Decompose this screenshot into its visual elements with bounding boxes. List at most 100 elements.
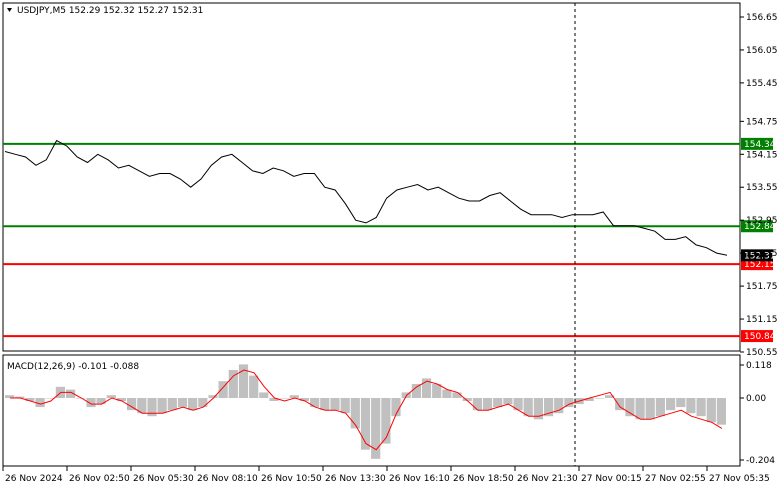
macd-bar <box>299 398 310 401</box>
macd-bar <box>177 398 188 408</box>
price-tick-label: 156.05 <box>746 46 778 56</box>
macd-tick-label: 0.118 <box>746 361 772 371</box>
macd-bar <box>645 398 655 420</box>
macd-title: MACD(12,26,9) -0.101 -0.088 <box>7 362 139 372</box>
macd-bar <box>86 398 96 408</box>
macd-bar <box>137 398 147 414</box>
macd-bar <box>310 398 320 408</box>
macd-tick-label: 0.00 <box>746 394 766 404</box>
macd-bar <box>249 375 259 398</box>
macd-bar <box>259 392 269 398</box>
macd-bar <box>625 398 635 417</box>
macd-bar <box>106 395 116 398</box>
current-price-tag <box>741 249 773 262</box>
macd-bar <box>432 384 442 398</box>
level-price-label: 150.84 <box>744 332 776 342</box>
macd-bar <box>554 398 564 414</box>
macd-bar <box>157 398 167 414</box>
macd-bar <box>544 398 554 417</box>
price-tick-label: 152.35 <box>746 249 778 259</box>
macd-bar <box>218 381 228 398</box>
time-tick-label: 26 Nov 05:30 <box>133 474 194 484</box>
macd-bar <box>411 384 421 398</box>
macd-bar <box>605 395 615 398</box>
macd-bar <box>208 395 218 398</box>
macd-tick-label: -0.204 <box>746 456 775 466</box>
level-price-tag <box>741 220 773 233</box>
macd-bar <box>228 370 238 398</box>
macd-bar <box>615 398 625 411</box>
time-tick-label: 27 Nov 05:35 <box>709 474 770 484</box>
macd-bar <box>666 398 676 411</box>
macd-bar <box>391 398 401 417</box>
macd-bar <box>584 398 594 401</box>
chevron-down-icon[interactable] <box>7 8 12 12</box>
level-price-tag <box>741 330 773 343</box>
macd-bar <box>289 395 299 398</box>
macd-bar <box>533 398 543 420</box>
macd-bar <box>340 398 350 414</box>
macd-bar <box>706 398 716 423</box>
price-tick-label: 153.55 <box>746 183 778 193</box>
price-tick-label: 155.45 <box>746 79 778 89</box>
chart-title: USDJPY,M5 152.29 152.32 152.27 152.31 <box>17 6 203 16</box>
time-tick-label: 26 Nov 10:50 <box>261 474 322 484</box>
macd-bar <box>696 398 706 417</box>
macd-bar <box>320 398 330 411</box>
macd-bar <box>350 398 360 429</box>
price-axis: 156.65 156.05 155.45 154.75 154.15 153.55 152.… <box>740 13 778 358</box>
macd-bar <box>45 398 55 399</box>
time-tick-label: 26 Nov 08:10 <box>197 474 258 484</box>
macd-bar <box>96 398 106 405</box>
time-tick-label: 26 Nov 18:50 <box>453 474 514 484</box>
price-tick-label: 150.55 <box>746 348 778 358</box>
macd-axis: 0.118 0.00 -0.204 <box>740 361 775 466</box>
macd-bar <box>493 398 503 408</box>
price-tick-label: 151.75 <box>746 282 778 292</box>
price-pane <box>2 2 741 352</box>
macd-bar <box>66 389 76 398</box>
level-price-label: 152.15 <box>744 260 776 270</box>
macd-bar <box>564 398 574 408</box>
chart-header: USDJPY,M5 152.29 152.32 152.27 152.31 <box>7 6 203 16</box>
macd-bar <box>635 398 645 420</box>
price-series <box>4 139 728 256</box>
macd-bar <box>472 398 482 411</box>
macd-bar <box>513 398 523 411</box>
macd-bar <box>360 398 371 450</box>
macd-bar <box>15 396 25 398</box>
macd-bar <box>381 398 391 444</box>
macd-bar <box>686 398 696 414</box>
macd-histogram <box>5 364 726 459</box>
macd-bar <box>594 398 604 399</box>
macd-signal-path <box>10 369 723 451</box>
macd-bar <box>655 398 665 417</box>
macd-bar <box>188 398 198 411</box>
macd-bar <box>676 398 686 408</box>
macd-bar <box>330 398 340 411</box>
time-tick-label: 26 Nov 21:30 <box>517 474 578 484</box>
macd-bar <box>716 398 726 425</box>
time-tick-label: 27 Nov 02:55 <box>645 474 706 484</box>
price-tick-label: 154.75 <box>746 117 778 127</box>
price-tick-label: 151.15 <box>746 315 778 325</box>
macd-bar <box>371 398 381 459</box>
macd-bar <box>452 392 462 398</box>
macd-bar <box>269 398 279 401</box>
macd-bar <box>167 398 177 411</box>
time-tick-label: 26 Nov 16:10 <box>389 474 450 484</box>
time-axis: 26 Nov 2024 26 Nov 02:50 26 Nov 05:30 26 No… <box>2 466 770 484</box>
macd-bar <box>503 398 513 405</box>
macd-bar <box>127 398 137 411</box>
macd-bar <box>279 398 289 399</box>
macd-bar <box>5 395 15 398</box>
level-price-tag <box>741 137 773 150</box>
price-tick-label: 156.65 <box>746 13 778 23</box>
current-price-label: 152.31 <box>744 251 776 261</box>
price-tick-label: 152.95 <box>746 216 778 226</box>
macd-bar <box>25 398 35 401</box>
price-line <box>4 139 728 256</box>
time-tick-label: 26 Nov 02:50 <box>69 474 130 484</box>
